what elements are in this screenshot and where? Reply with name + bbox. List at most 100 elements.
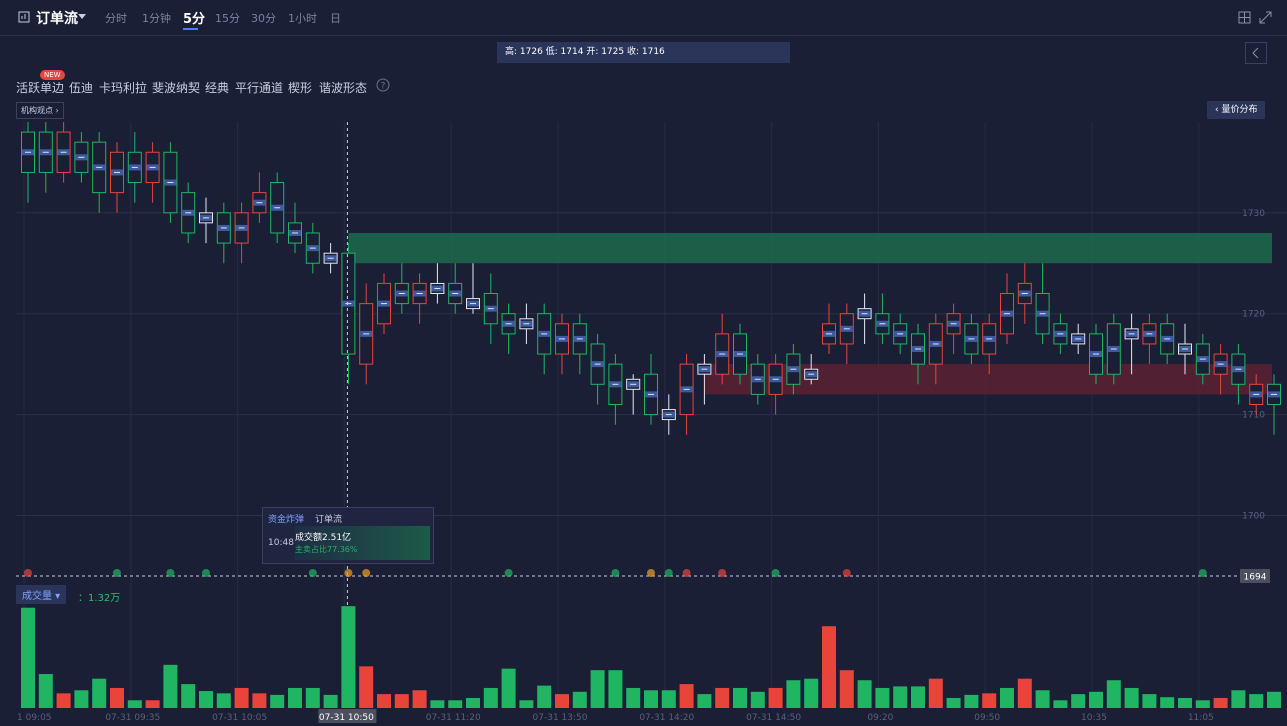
price-label-bg [1240, 569, 1270, 583]
volume-bar [661, 690, 676, 708]
title[interactable]: 订单流 [36, 11, 78, 27]
tab[interactable]: 1分钟 [142, 12, 171, 25]
volume-legend[interactable]: 成交量 ▾ [16, 585, 67, 604]
price-label: 1694 [1244, 573, 1267, 583]
x-tick-label: 09:20 [867, 713, 893, 723]
volume-bar [590, 670, 605, 708]
event-marker [682, 569, 691, 577]
tooltip-ratio: 主卖占比77.36% [295, 545, 358, 554]
x-tick-label: 07-31 09:35 [105, 713, 160, 723]
tooltip-time: 10:48 [268, 538, 294, 548]
volume-bar [750, 691, 765, 708]
tool-item[interactable]: 谐波形态 [319, 81, 368, 95]
chart-icon [18, 11, 30, 23]
event-marker [647, 569, 655, 577]
volume-bar [679, 684, 694, 708]
tooltip-panel [295, 526, 430, 560]
tool-item[interactable]: 经典 [205, 81, 230, 95]
volume-bar [145, 700, 160, 708]
tool-item[interactable]: 活跃单边 [16, 81, 65, 95]
volume-bar [394, 694, 409, 708]
tab[interactable]: 5分 [183, 12, 206, 27]
event-marker [362, 569, 371, 577]
svg-text:?: ? [381, 82, 386, 92]
volume-bar [1124, 687, 1139, 708]
volume-bar [1231, 690, 1246, 708]
collapse-button[interactable] [1245, 42, 1267, 64]
tooltip-tab[interactable]: 资金炸弹 [268, 515, 305, 525]
volume-bar [163, 664, 178, 708]
top-icons [1238, 11, 1272, 24]
volume-profile-button[interactable]: ‹ 量价分布 [1207, 101, 1266, 119]
tool-item[interactable]: 斐波纳契 [152, 81, 201, 95]
x-tick-label: 10:35 [1081, 713, 1107, 723]
event-marker [842, 569, 851, 577]
event-marker [202, 569, 210, 577]
volume-bar [92, 678, 107, 708]
volume-bar [252, 693, 267, 708]
label: 机构观点 [21, 106, 53, 115]
volume-bar [1106, 680, 1121, 708]
tab[interactable]: 分时 [105, 12, 127, 25]
volume-bar [1213, 697, 1228, 708]
tab[interactable]: 30分 [251, 12, 276, 25]
institution-button[interactable]: 机构观点 › [16, 102, 64, 119]
volume-bar [893, 686, 908, 708]
volume-bar [127, 700, 142, 708]
tooltip-tab[interactable]: 订单流 [315, 515, 343, 525]
volume-value: ：1.32万 [78, 593, 121, 604]
tool-item[interactable]: 楔形 [288, 81, 313, 95]
volume-bar [38, 674, 53, 708]
volume-bar [1035, 690, 1050, 708]
event-marker [718, 569, 727, 577]
volume-bar [1053, 700, 1068, 708]
event-marker [504, 569, 513, 577]
x-tick-label: 07-31 13:50 [533, 713, 588, 723]
label: 成交量 [22, 591, 52, 602]
tab[interactable]: 15分 [215, 12, 240, 25]
new-badge: NEW [40, 70, 65, 80]
volume-bar [786, 680, 801, 708]
volume-bar [946, 697, 961, 708]
tool-item[interactable]: 伍迪 [69, 81, 94, 95]
tool-item[interactable]: 平行通道 [235, 81, 284, 95]
volume-bar [537, 685, 552, 708]
tab[interactable]: 日 [330, 12, 341, 25]
volume-bar [430, 700, 445, 708]
event-marker [166, 569, 175, 577]
volume-bar [644, 690, 658, 708]
volume-bar [875, 687, 890, 708]
volume-bar [608, 670, 623, 708]
y-tick-label: 1730 [1242, 209, 1265, 219]
volume-bar [56, 693, 71, 708]
event-marker [308, 569, 317, 577]
volume-bar [555, 694, 569, 708]
tab[interactable]: 1小时 [288, 12, 317, 25]
y-tick-label: 1700 [1242, 511, 1265, 521]
tooltip: 资金炸弹 订单流 10:48 成交额2.51亿 主卖占比77.36% [262, 507, 434, 564]
ohlc-info: 高: 1726 低: 1714 开: 1725 收: 1716 [497, 42, 790, 63]
volume-bar [1160, 697, 1175, 708]
x-tick-label: 07-31 10:50 [319, 713, 374, 723]
volume-bar [1000, 687, 1014, 708]
tool-item[interactable]: 卡玛利拉 [99, 81, 148, 95]
volume-bar [1071, 694, 1086, 708]
volume-bar [341, 606, 356, 708]
x-tick-label: 07-31 11:20 [426, 713, 481, 723]
x-tick-label: 09:50 [974, 713, 1000, 723]
tooltip-amount: 成交额2.51亿 [295, 533, 352, 543]
event-marker [771, 569, 780, 577]
volume-bar [501, 668, 516, 708]
x-tick-label: 07-31 14:50 [746, 713, 801, 723]
volume-bar [733, 687, 747, 708]
volume-bar [1178, 697, 1192, 708]
volume-bar [199, 691, 213, 708]
volume-bar [519, 700, 534, 708]
volume-bar [359, 666, 374, 708]
volume-bar [715, 687, 730, 708]
zone [348, 232, 1272, 264]
help-icon[interactable]: ? [376, 78, 390, 92]
volume-bar [305, 687, 320, 708]
